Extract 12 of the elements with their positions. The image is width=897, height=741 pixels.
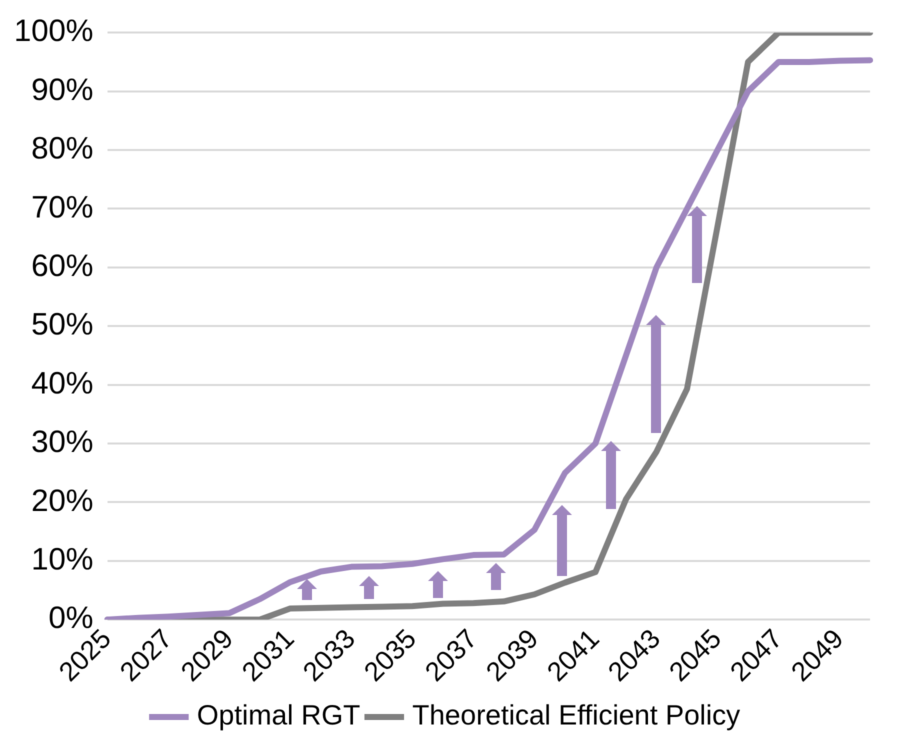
- y-tick-label: 50%: [31, 306, 94, 342]
- y-tick-label: 100%: [14, 13, 94, 48]
- y-tick-label: 30%: [31, 424, 94, 460]
- y-tick-label: 80%: [31, 130, 94, 166]
- y-tick-label: 90%: [31, 72, 94, 107]
- legend-label: Optimal RGT: [196, 700, 360, 731]
- y-tick-label: 70%: [31, 189, 94, 224]
- legend-label: Theoretical Efficient Policy: [412, 700, 740, 731]
- y-tick-label: 20%: [31, 482, 94, 518]
- y-tick-label: 10%: [31, 541, 94, 576]
- y-tick-label: 40%: [31, 365, 94, 400]
- y-tick-label: 60%: [31, 248, 94, 283]
